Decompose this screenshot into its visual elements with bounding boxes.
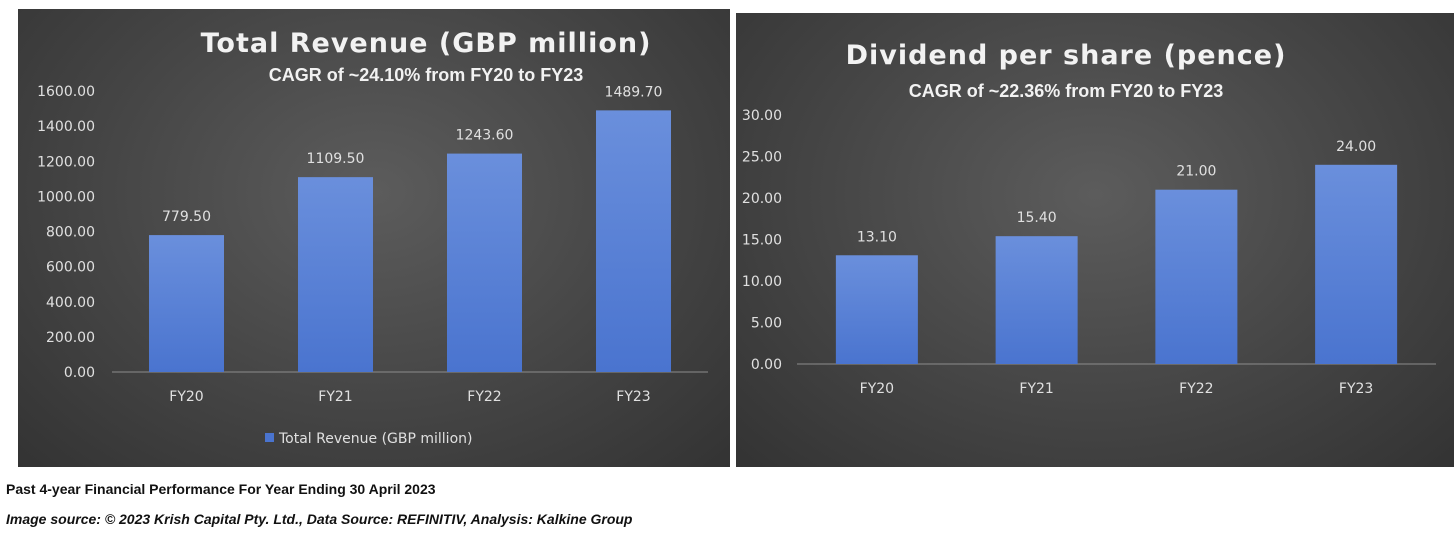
bar-fy21 <box>298 177 373 372</box>
legend-label: Total Revenue (GBP million) <box>278 431 472 447</box>
data-label: 21.00 <box>1176 164 1216 180</box>
image-source-caption: Image source: © 2023 Krish Capital Pty. … <box>6 511 633 527</box>
x-tick-label: FY23 <box>616 389 650 405</box>
bar-fy23 <box>596 110 671 373</box>
legend-swatch <box>265 433 274 442</box>
chart-subtitle: CAGR of ~22.36% from FY20 to FY23 <box>909 81 1224 101</box>
dividend-chart: Dividend per share (pence) CAGR of ~22.36… <box>742 40 1436 397</box>
figure-caption: Past 4-year Financial Performance For Ye… <box>6 481 436 497</box>
x-tick-label: FY21 <box>318 389 352 405</box>
data-label: 1243.60 <box>456 128 514 144</box>
x-tick-label: FY22 <box>1179 381 1213 397</box>
revenue-chart-panel: Total Revenue (GBP million) CAGR of ~24.1… <box>18 9 730 467</box>
data-label: 15.40 <box>1017 210 1057 226</box>
dividend-chart-panel: Dividend per share (pence) CAGR of ~22.36… <box>736 13 1454 467</box>
y-tick-label: 600.00 <box>46 260 95 276</box>
bar-fy20 <box>149 235 224 372</box>
y-tick-label: 1200.00 <box>37 154 95 170</box>
x-tick-label: FY22 <box>467 389 501 405</box>
data-label: 1489.70 <box>605 84 663 100</box>
y-tick-label: 5.00 <box>751 316 782 332</box>
bar-fy22 <box>1155 189 1238 364</box>
bar-fy21 <box>995 236 1078 364</box>
y-tick-label: 0.00 <box>751 357 782 373</box>
x-tick-label: FY20 <box>169 389 203 405</box>
chart-subtitle: CAGR of ~24.10% from FY20 to FY23 <box>269 65 584 85</box>
y-tick-label: 200.00 <box>46 330 95 346</box>
data-label: 13.10 <box>857 229 897 245</box>
y-tick-label: 800.00 <box>46 225 95 241</box>
bar-fy22 <box>447 153 522 372</box>
bar-fy23 <box>1315 164 1398 364</box>
data-label: 779.50 <box>162 209 211 225</box>
y-tick-label: 1400.00 <box>37 119 95 135</box>
revenue-chart: Total Revenue (GBP million) CAGR of ~24.1… <box>37 28 708 447</box>
y-tick-label: 15.00 <box>742 233 782 249</box>
bar-fy20 <box>835 255 918 364</box>
chart-title: Total Revenue (GBP million) <box>201 28 652 59</box>
y-tick-label: 1000.00 <box>37 189 95 205</box>
y-tick-label: 30.00 <box>742 108 782 124</box>
y-tick-label: 25.00 <box>742 150 782 166</box>
y-tick-label: 20.00 <box>742 191 782 207</box>
data-label: 24.00 <box>1336 139 1376 155</box>
y-tick-label: 1600.00 <box>37 84 95 100</box>
data-label: 1109.50 <box>307 151 365 167</box>
chart-title: Dividend per share (pence) <box>846 40 1287 71</box>
x-tick-label: FY20 <box>860 381 894 397</box>
x-tick-label: FY23 <box>1339 381 1373 397</box>
y-tick-label: 0.00 <box>64 365 95 381</box>
y-tick-label: 400.00 <box>46 295 95 311</box>
y-tick-label: 10.00 <box>742 274 782 290</box>
x-tick-label: FY21 <box>1019 381 1053 397</box>
